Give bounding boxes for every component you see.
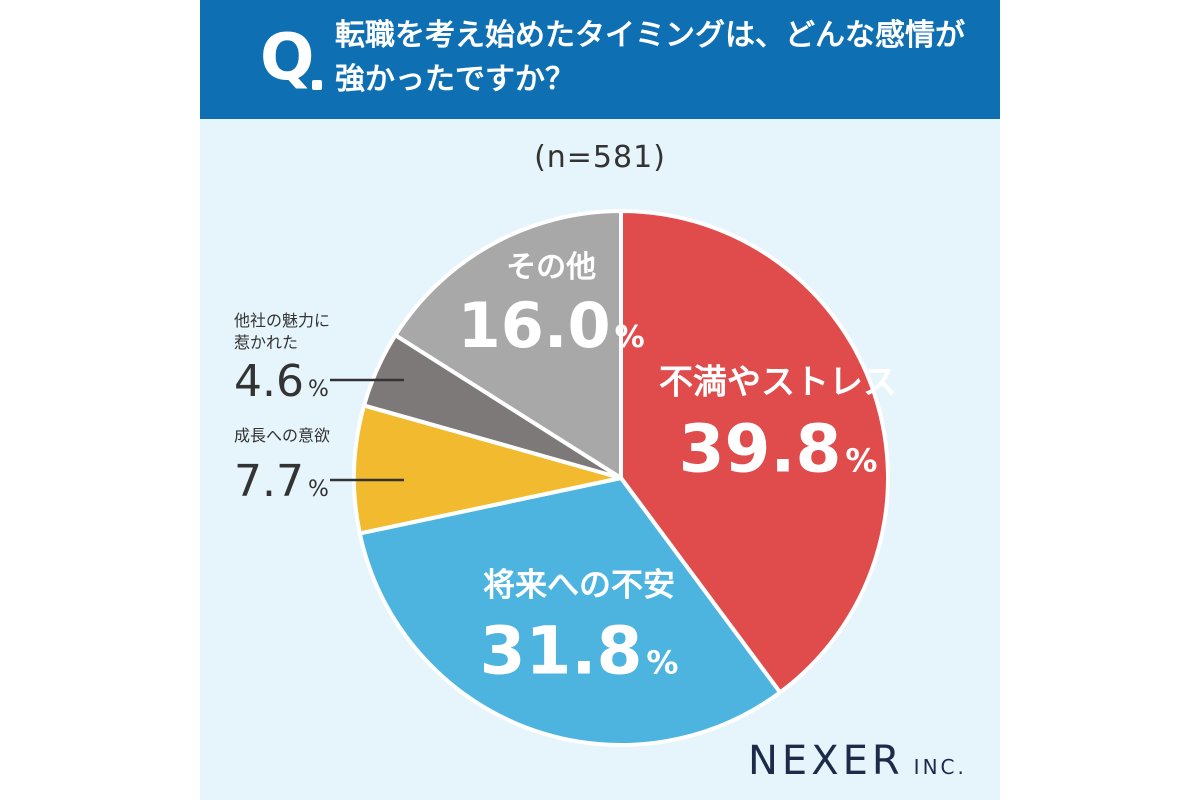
pie-slice-future	[357, 476, 783, 747]
question-line-1: 転職を考え始めたタイミングは、どんな感情が	[335, 18, 965, 53]
slice-label-other: その他	[506, 250, 596, 285]
slice-label-stress: 不満やストレス	[659, 362, 897, 402]
q-mark: Q	[260, 21, 315, 95]
logo-main: NEXER	[748, 738, 904, 784]
pie-slice-other	[393, 209, 623, 480]
infographic-panel: Q 転職を考え始めたタイミングは、どんな感情が 強かったですか？ (n=581)…	[200, 0, 1000, 800]
slice-value-growth: 7.7%	[234, 456, 329, 507]
pie-chart: 不満やストレス 39.8 % 将来への不安 31.8 % その他 16.0 % 成長への意欲 7.7…	[234, 209, 897, 747]
question-header: Q 転職を考え始めたタイミングは、どんな感情が 強かったですか？	[200, 0, 1000, 119]
slice-label-growth: 成長への意欲	[234, 426, 330, 445]
slice-label-future: 将来への不安	[483, 565, 675, 603]
pie-slice-stress	[619, 209, 890, 695]
slice-value-other: 16.0%	[458, 289, 645, 362]
pie-slice-growth	[352, 403, 623, 536]
q-dot-icon	[312, 80, 322, 90]
slice-value-future: 31.8%	[480, 612, 679, 689]
slice-label-attraction-1: 他社の魅力に	[234, 311, 330, 330]
nexer-logo: NEXER INC.	[748, 738, 967, 784]
slice-label-attraction-2: 惹かれた	[234, 333, 298, 352]
slice-value-stress: 39.8%	[679, 410, 878, 487]
sample-size: (n=581)	[534, 140, 666, 175]
question-text: 転職を考え始めたタイミングは、どんな感情が 強かったですか？	[335, 14, 975, 102]
slice-value-attraction: 4.6%	[234, 356, 329, 407]
question-line-2: 強かったですか？	[335, 62, 575, 97]
logo-sub: INC.	[913, 755, 967, 779]
